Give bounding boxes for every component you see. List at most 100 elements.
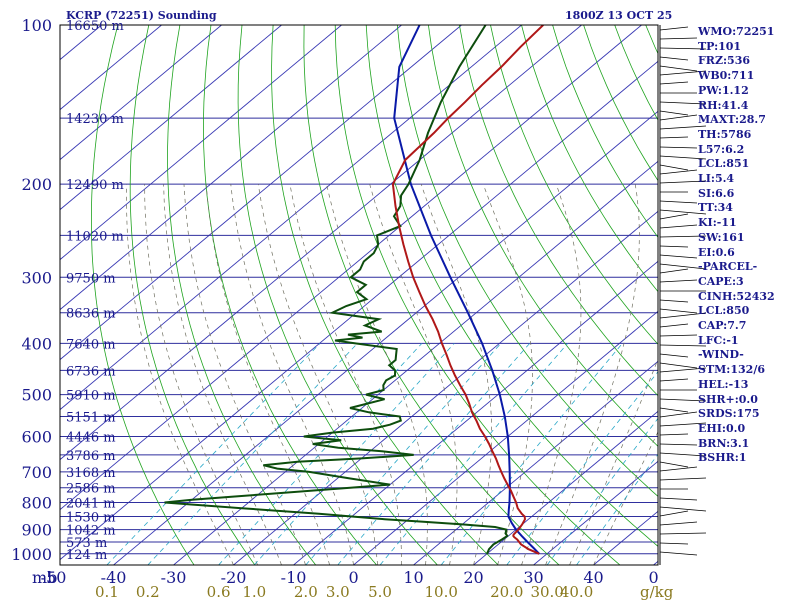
wind-barb	[659, 407, 689, 413]
wind-barbs	[659, 25, 707, 565]
pressure-tick-label: 500	[21, 386, 52, 405]
isotherm-line	[173, 160, 658, 565]
temperature-tick-label: 40	[583, 568, 603, 587]
indices-item: CAP:7.7	[698, 319, 747, 333]
isotherm-line	[60, 25, 222, 161]
indices-item: L57:6.2	[698, 142, 745, 156]
indices-item: CINH:52432	[698, 289, 775, 303]
moist-adiabat	[482, 184, 533, 565]
mixing-ratio-line	[546, 417, 658, 565]
wind-barb	[659, 542, 689, 545]
indices-item: WMO:72251	[698, 25, 775, 38]
mixing-ratio-unit-label: g/kg	[640, 583, 674, 600]
height-label: 2041 m	[66, 497, 116, 512]
isotherm-line	[473, 410, 658, 565]
indices-item: SRDS:175	[698, 407, 760, 421]
dry-adiabat	[91, 25, 195, 565]
indices-item: TT:34	[698, 201, 733, 215]
mixing-ratio-line	[106, 343, 321, 565]
indices-item: STM:132/6	[698, 363, 765, 377]
isotherm-line	[60, 25, 462, 361]
indices-item: WB0:711	[698, 69, 755, 83]
pressure-tick-label: 600	[21, 427, 52, 446]
indices-item: EHI:0.0	[698, 421, 746, 435]
temperature-tick-label: -40	[101, 568, 127, 587]
chart-time: 1800Z 13 OCT 25	[565, 9, 673, 22]
dry-adiabat	[396, 25, 658, 497]
wind-barb	[659, 497, 698, 501]
indices-item: MAXT:28.7	[698, 113, 766, 127]
wind-barb	[659, 254, 698, 259]
wind-barb	[659, 344, 707, 347]
pressure-tick-label: 900	[21, 521, 52, 540]
wind-barb	[659, 125, 707, 130]
wind-barb	[659, 308, 698, 314]
height-label: 1042 m	[66, 524, 116, 539]
mixing-ratio-label: 0.6	[207, 583, 231, 600]
moist-adiabat	[230, 184, 354, 565]
temperature-tick-label: 10	[403, 568, 423, 587]
dry-adiabat	[459, 25, 658, 397]
indices-item: KI:-11	[698, 216, 737, 230]
wind-barb	[659, 263, 707, 270]
wind-barb	[659, 334, 698, 337]
dry-adiabat	[334, 25, 621, 565]
indices-item: FRZ:536	[698, 54, 751, 68]
temperature-tick-label: 0	[648, 568, 658, 587]
indices-item: SHR+:0.0	[698, 392, 758, 406]
height-label: 16650 m	[66, 19, 124, 34]
wind-barb	[659, 224, 698, 229]
wind-barb	[659, 398, 707, 402]
indices-item: -WIND-	[698, 348, 744, 362]
wind-barb	[659, 367, 707, 373]
dewpoint-trace	[164, 25, 509, 555]
moist-adiabat	[163, 184, 282, 565]
height-label: 9750 m	[66, 271, 116, 286]
pressure-tick-label: 100	[21, 16, 52, 35]
wind-barb	[659, 362, 698, 369]
wind-barb	[659, 101, 707, 105]
temperature-tick-label: 0	[348, 568, 358, 587]
wind-barb	[659, 466, 698, 472]
moist-adiabat	[289, 184, 402, 565]
mixing-ratio-line	[305, 343, 502, 565]
indices-item: CAPE:3	[698, 274, 744, 288]
wind-barb	[659, 378, 689, 382]
dry-adiabat	[428, 25, 658, 447]
wind-barb	[659, 521, 698, 526]
height-label: 1530 m	[66, 510, 116, 525]
parcel-trace	[393, 25, 540, 555]
height-label: 4446 m	[66, 430, 116, 445]
wind-barb	[659, 209, 707, 215]
isotherm-line	[60, 60, 658, 561]
indices-item: RH:41.4	[698, 98, 749, 112]
wind-barb	[659, 146, 698, 149]
moist-adiabat	[144, 184, 258, 565]
mixing-ratio-line	[576, 453, 658, 565]
wind-barb	[659, 299, 689, 303]
wind-barb	[659, 461, 689, 468]
pressure-tick-label: 700	[21, 463, 52, 482]
indices-item: LCL:851	[698, 157, 750, 171]
height-label: 6736 m	[66, 364, 116, 379]
indices-item: TH:5786	[698, 127, 752, 141]
plot-frame	[59, 24, 659, 566]
wind-barb	[659, 155, 707, 160]
indices-item: BSHR:1	[698, 451, 747, 465]
wind-barb	[659, 56, 689, 61]
wind-barb	[659, 245, 689, 248]
moist-adiabat	[183, 184, 306, 565]
mixing-ratio-label: 40.0	[560, 583, 593, 600]
chart-grid	[60, 25, 658, 565]
mixing-ratio-label: 10.0	[424, 583, 457, 600]
isotherm-line	[60, 25, 522, 411]
height-label: 7640 m	[66, 337, 116, 352]
temperature-tick-label: 30	[523, 568, 543, 587]
mixing-ratio-label: 3.0	[326, 583, 350, 600]
x-axis-unit-label: mb	[32, 568, 57, 587]
isotherm-line	[113, 110, 658, 565]
wind-barb	[659, 213, 689, 220]
wind-barb	[659, 312, 707, 319]
moist-adiabat	[326, 184, 428, 565]
wind-barb	[659, 169, 698, 175]
